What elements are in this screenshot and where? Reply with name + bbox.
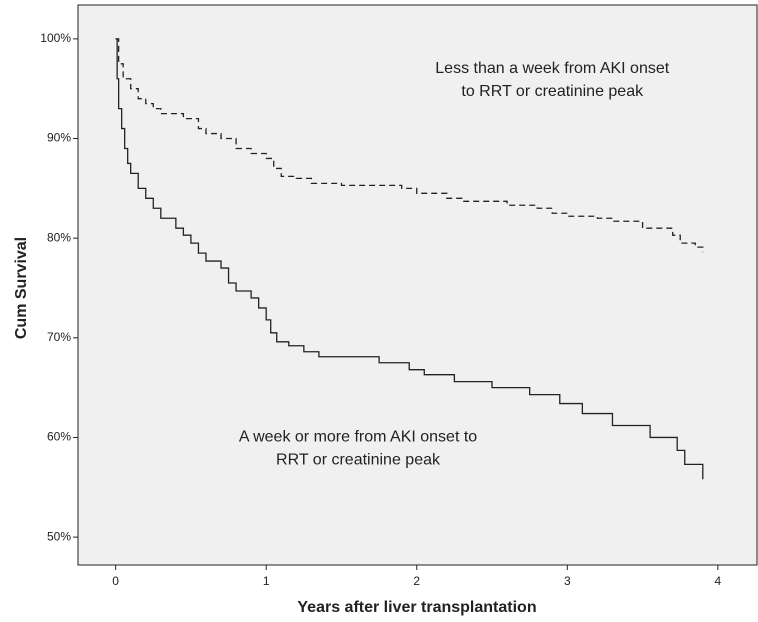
annotation: Less than a week from AKI onset — [435, 60, 669, 77]
x-tick-label: 1 — [263, 574, 270, 588]
x-tick-label: 0 — [112, 574, 119, 588]
survival-curve — [115, 38, 704, 480]
y-tick-label: 90% — [47, 131, 71, 145]
x-tick-label: 2 — [413, 574, 420, 588]
plot-area — [77, 4, 758, 566]
annotation: RRT or creatinine peak — [276, 452, 441, 469]
y-tick-label: 50% — [47, 529, 71, 543]
x-tick-label: 4 — [715, 574, 722, 588]
x-tick-label: 3 — [564, 574, 571, 588]
annotation: A week or more from AKI onset to — [239, 429, 477, 446]
y-tick-label: 70% — [47, 330, 71, 344]
y-tick-label: 100% — [40, 31, 71, 45]
survival-curve — [115, 38, 704, 253]
y-tick-label: 60% — [47, 430, 71, 444]
annotation: to RRT or creatinine peak — [461, 83, 644, 100]
y-tick-label: 80% — [47, 230, 71, 244]
y-axis-title: Cum Survival — [13, 237, 30, 339]
x-axis-title: Years after liver transplantation — [297, 599, 536, 616]
